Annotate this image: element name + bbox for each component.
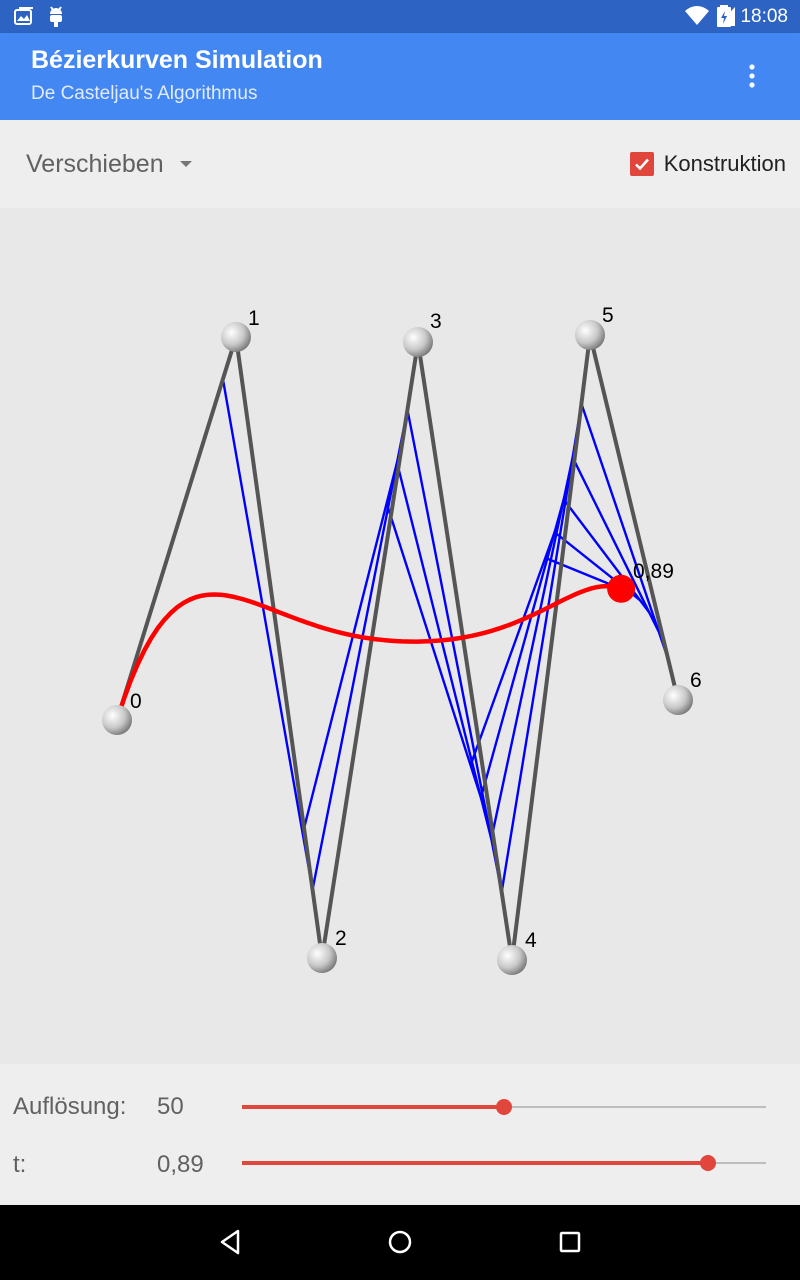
- construction-line-level-1: [221, 378, 670, 893]
- notification-gallery-icon: [12, 4, 36, 33]
- resolution-slider[interactable]: [242, 1092, 766, 1122]
- control-points[interactable]: 0 1 2 3 4 5 6: [102, 304, 702, 975]
- construction-line-level-4: [469, 530, 641, 766]
- control-point-label-0: 0: [130, 690, 142, 713]
- app-title: Bézierkurven Simulation: [31, 46, 323, 74]
- control-polygon: [115, 333, 680, 962]
- app-subtitle: De Casteljau's Algorithmus: [31, 83, 258, 104]
- control-point-label-1: 1: [248, 307, 260, 330]
- navigation-bar: [0, 1205, 800, 1280]
- curve-point-at-t[interactable]: [607, 574, 636, 603]
- control-point-1[interactable]: [221, 322, 251, 352]
- options-bar: Verschieben Konstruktion: [0, 120, 800, 208]
- control-point-label-4: 4: [525, 929, 537, 952]
- t-param-value: 0,89: [157, 1151, 204, 1178]
- slider-fill: [242, 1161, 709, 1165]
- construction-line-level-3: [385, 496, 651, 802]
- checkbox-checked-icon[interactable]: [629, 152, 654, 176]
- construction-checkbox[interactable]: Konstruktion: [629, 148, 786, 180]
- control-point-label-2: 2: [335, 927, 347, 950]
- construction-lines: [221, 378, 670, 893]
- back-icon[interactable]: [212, 1224, 248, 1260]
- home-icon[interactable]: [382, 1224, 418, 1260]
- app-bar: Bézierkurven Simulation De Casteljau's A…: [0, 33, 800, 120]
- status-time: 18:08: [740, 6, 788, 27]
- t-slider[interactable]: [242, 1148, 766, 1178]
- control-point-3[interactable]: [403, 327, 433, 357]
- battery-charging-icon: [717, 4, 731, 33]
- t-param-label: t:: [13, 1151, 27, 1178]
- control-point-5[interactable]: [575, 320, 605, 350]
- construction-line-level-2: [301, 453, 660, 840]
- t-point-label: 0,89: [633, 560, 674, 583]
- android-debug-icon: [45, 4, 67, 33]
- bezier-curve: [114, 583, 624, 723]
- dropdown-arrow-icon: [179, 161, 192, 167]
- bezier-canvas[interactable]: 0 1 2 3 4 5 6 0,89: [0, 208, 800, 1064]
- bezier-drawing[interactable]: 0 1 2 3 4 5 6 0,89: [0, 208, 800, 1064]
- wifi-icon: [684, 4, 710, 33]
- slider-thumb[interactable]: [496, 1099, 512, 1115]
- control-point-2[interactable]: [307, 943, 337, 973]
- construction-label: Konstruktion: [663, 151, 786, 176]
- slider-thumb[interactable]: [700, 1155, 717, 1171]
- control-point-label-3: 3: [430, 310, 442, 333]
- status-bar: 18:08: [0, 0, 800, 33]
- mode-spinner[interactable]: Verschieben: [26, 148, 192, 180]
- more-vert-icon[interactable]: [740, 63, 764, 89]
- control-point-label-5: 5: [602, 304, 614, 327]
- slider-fill: [242, 1105, 504, 1109]
- control-point-label-6: 6: [690, 669, 702, 692]
- resolution-value: 50: [157, 1093, 184, 1120]
- resolution-label: Auflösung:: [13, 1093, 127, 1120]
- control-point-6[interactable]: [663, 685, 693, 715]
- recents-icon[interactable]: [552, 1224, 588, 1260]
- mode-spinner-value: Verschieben: [26, 149, 164, 178]
- control-point-0[interactable]: [102, 705, 132, 735]
- parameter-controls: Auflösung: 50 t: 0,89: [0, 1064, 800, 1205]
- control-point-4[interactable]: [497, 945, 527, 975]
